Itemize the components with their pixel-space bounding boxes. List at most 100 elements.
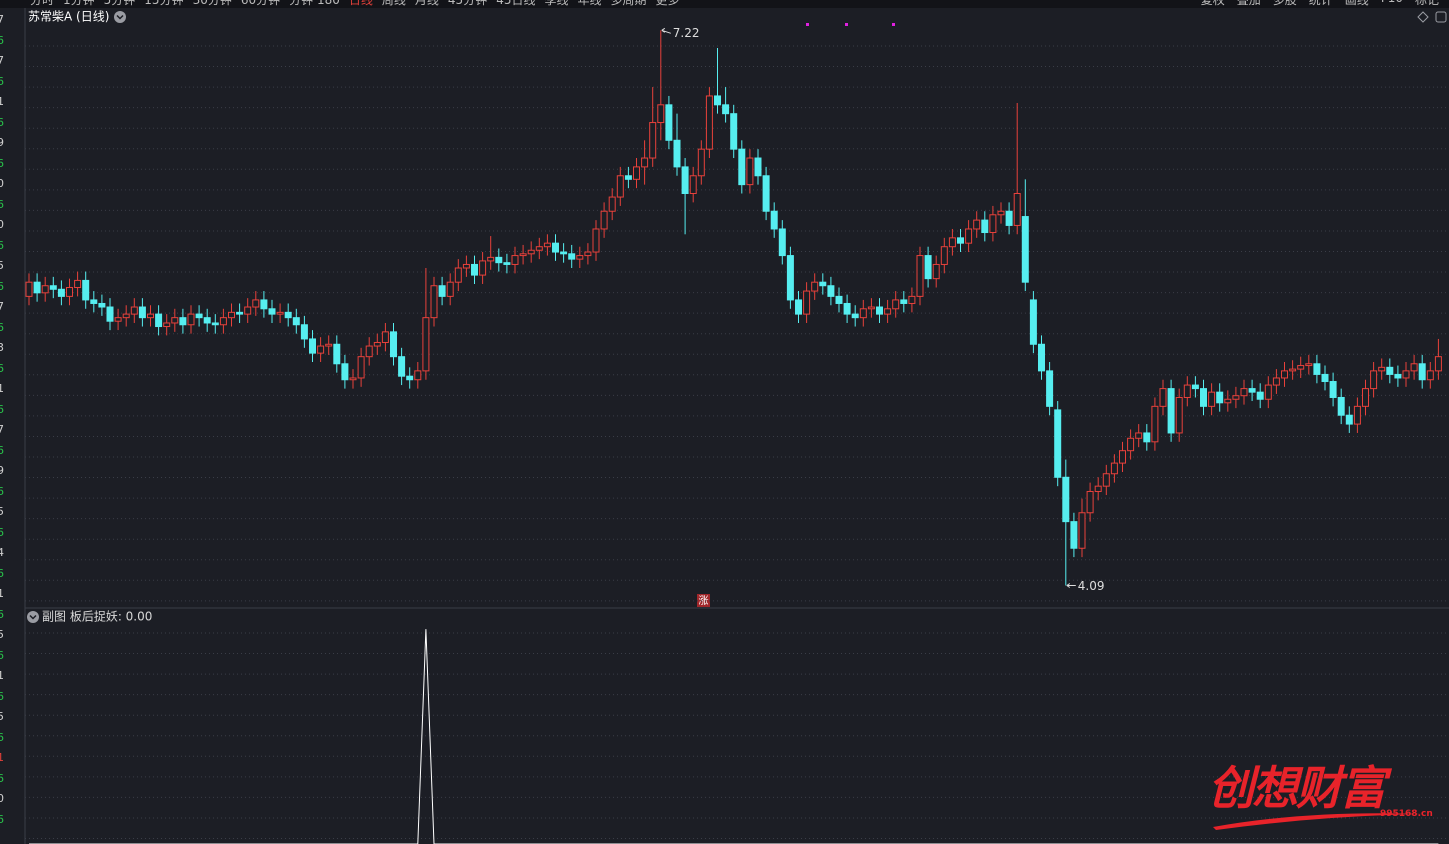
period-tab[interactable]: 日线 — [348, 0, 373, 7]
candle-body — [527, 249, 535, 255]
candle-body — [1110, 462, 1118, 475]
tool-tab[interactable]: 复权 — [1200, 0, 1225, 7]
candle-body — [770, 210, 778, 230]
candle-body — [762, 175, 770, 212]
y-axis-fragment: 6 — [0, 566, 4, 580]
candle-body — [738, 148, 746, 186]
candle-body — [552, 242, 559, 253]
candle-body — [681, 166, 689, 195]
y-axis-fragment: 7 — [0, 300, 4, 313]
candle-body — [624, 175, 632, 180]
y-axis-fragment: 6 — [0, 607, 4, 621]
candle-body — [211, 322, 219, 326]
high-arrow — [661, 27, 671, 34]
candle-body — [309, 338, 316, 354]
period-tab[interactable]: 45分钟 — [447, 0, 488, 7]
candle-body — [260, 299, 268, 310]
candle-body — [1046, 370, 1054, 407]
period-tab[interactable]: 60分钟 — [240, 0, 281, 7]
candle-body — [365, 345, 373, 358]
candle-body — [98, 302, 106, 308]
candle-body — [219, 317, 227, 326]
y-axis-fragment: 6 — [0, 689, 4, 703]
period-tab[interactable]: 分时 — [30, 0, 55, 7]
period-tab[interactable]: 5分钟 — [103, 0, 136, 7]
y-axis-fragment: 6 — [0, 730, 4, 744]
candle-body — [1005, 210, 1013, 226]
candle-body — [333, 343, 341, 365]
dropdown-icon[interactable] — [114, 11, 126, 23]
period-tab[interactable]: 季线 — [544, 0, 569, 7]
period-tab[interactable]: 更多 — [655, 0, 680, 7]
window-icon[interactable] — [1435, 11, 1447, 23]
y-axis-fragment: 6 — [0, 279, 4, 293]
period-tab[interactable]: 月线 — [414, 0, 439, 7]
tool-tab[interactable]: 标记 — [1414, 0, 1439, 7]
candle-body — [66, 287, 73, 297]
candle-body — [1232, 395, 1240, 400]
tool-tab[interactable]: 多股 — [1272, 0, 1297, 7]
period-tab[interactable]: 年线 — [577, 0, 602, 7]
candle-body — [252, 299, 260, 308]
period-tab[interactable]: 周线 — [381, 0, 406, 7]
y-axis-fragment: 0 — [0, 792, 4, 805]
period-tab[interactable]: 30分钟 — [192, 0, 232, 7]
candle-body — [325, 343, 333, 347]
candle-body — [835, 295, 843, 304]
candle-body — [1345, 414, 1353, 425]
candle-body — [390, 331, 397, 358]
candle-body — [122, 313, 130, 319]
y-axis-fragment: 5 — [0, 710, 4, 723]
candle-body — [859, 308, 867, 319]
candle-body — [1127, 437, 1135, 452]
y-axis-fragment: 1 — [0, 669, 4, 682]
period-tab[interactable]: 15分钟 — [144, 0, 184, 7]
candle-body — [1370, 370, 1378, 390]
candle-body — [1353, 405, 1361, 425]
period-tab[interactable]: 分钟 180 — [289, 0, 340, 7]
candle-body — [795, 299, 802, 315]
candle-body — [171, 317, 179, 324]
candle-body — [398, 356, 406, 377]
sub-dropdown-icon[interactable] — [27, 611, 39, 623]
candle-body — [1078, 512, 1086, 549]
period-toolbar: 分时 1分钟 5分钟 15分钟 30分钟 60分钟 分钟 180 日线 周线 月线 45分钟 45日线… — [0, 0, 1449, 8]
candle-body — [673, 139, 681, 168]
candle-body — [1418, 363, 1426, 381]
tool-tabs: 复权 叠加 多股 统计 画线 F10 标记 — [1201, 0, 1439, 8]
candle-body — [843, 302, 851, 315]
diamond-icon[interactable] — [1417, 11, 1429, 23]
candle-body — [495, 256, 503, 264]
period-tab[interactable]: 45日线 — [496, 0, 536, 7]
period-tab[interactable]: 多周期 — [610, 0, 647, 7]
candle-body — [1029, 299, 1037, 345]
candle-body — [147, 313, 154, 319]
candle-body — [1289, 368, 1297, 372]
candle-body — [1054, 409, 1062, 478]
y-axis-fragment: 6 — [0, 197, 4, 211]
candle-body — [1200, 388, 1207, 407]
candle-body — [341, 363, 349, 381]
candle-body — [438, 285, 446, 297]
tool-tab[interactable]: 画线 — [1344, 0, 1369, 7]
candle-body — [1191, 384, 1199, 390]
candle-body — [276, 311, 284, 315]
dropdown-chevron — [116, 14, 124, 20]
y-axis-fragment: 5 — [0, 259, 4, 272]
candle-body — [1321, 373, 1329, 383]
candle-body — [1386, 366, 1394, 375]
candle-body — [1175, 396, 1183, 434]
tool-tab[interactable]: F10 — [1381, 0, 1403, 8]
signal-dot — [892, 23, 895, 26]
tool-tab[interactable]: 叠加 — [1236, 0, 1261, 7]
tool-tab[interactable]: 统计 — [1308, 0, 1333, 7]
candle-body — [697, 148, 705, 177]
period-tab[interactable]: 1分钟 — [63, 0, 95, 7]
candle-body — [292, 317, 300, 326]
candle-body — [778, 228, 786, 257]
candle-body — [803, 290, 811, 315]
candle-body — [1038, 343, 1045, 372]
period-tabs: 分时 1分钟 5分钟 15分钟 30分钟 60分钟 分钟 180 日线 周线 月线 45分钟 45日线… — [30, 0, 680, 8]
y-axis-fragment: 6 — [0, 238, 4, 252]
